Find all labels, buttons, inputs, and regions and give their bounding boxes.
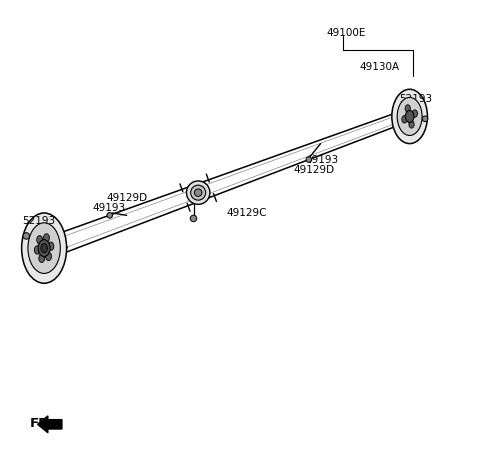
Ellipse shape: [405, 105, 410, 112]
Ellipse shape: [392, 89, 428, 144]
Circle shape: [191, 185, 206, 200]
Ellipse shape: [409, 121, 414, 128]
Text: 52193: 52193: [399, 94, 432, 104]
Circle shape: [23, 233, 30, 239]
Ellipse shape: [39, 254, 45, 262]
Text: 49129D: 49129D: [294, 165, 335, 175]
Circle shape: [190, 215, 197, 222]
Ellipse shape: [44, 234, 49, 242]
Text: 49193: 49193: [92, 203, 125, 213]
Circle shape: [186, 181, 210, 204]
Circle shape: [194, 189, 202, 196]
Circle shape: [107, 212, 112, 218]
Ellipse shape: [48, 242, 54, 251]
Circle shape: [306, 157, 312, 162]
Circle shape: [422, 116, 428, 122]
Ellipse shape: [406, 110, 414, 123]
Ellipse shape: [38, 240, 50, 257]
Text: 49129D: 49129D: [107, 193, 147, 203]
Ellipse shape: [28, 223, 60, 274]
Text: 52193: 52193: [22, 216, 55, 226]
Text: 49193: 49193: [306, 155, 339, 165]
Text: 49130A: 49130A: [360, 62, 400, 72]
Ellipse shape: [397, 97, 422, 135]
Text: 49100E: 49100E: [327, 29, 366, 39]
Ellipse shape: [41, 243, 48, 253]
Ellipse shape: [412, 110, 418, 118]
Ellipse shape: [37, 235, 43, 244]
Polygon shape: [37, 416, 62, 433]
Text: 49129C: 49129C: [226, 208, 266, 218]
Ellipse shape: [35, 246, 40, 254]
Ellipse shape: [46, 252, 51, 260]
Text: FR.: FR.: [30, 417, 55, 430]
Ellipse shape: [22, 213, 67, 283]
Ellipse shape: [402, 116, 407, 123]
